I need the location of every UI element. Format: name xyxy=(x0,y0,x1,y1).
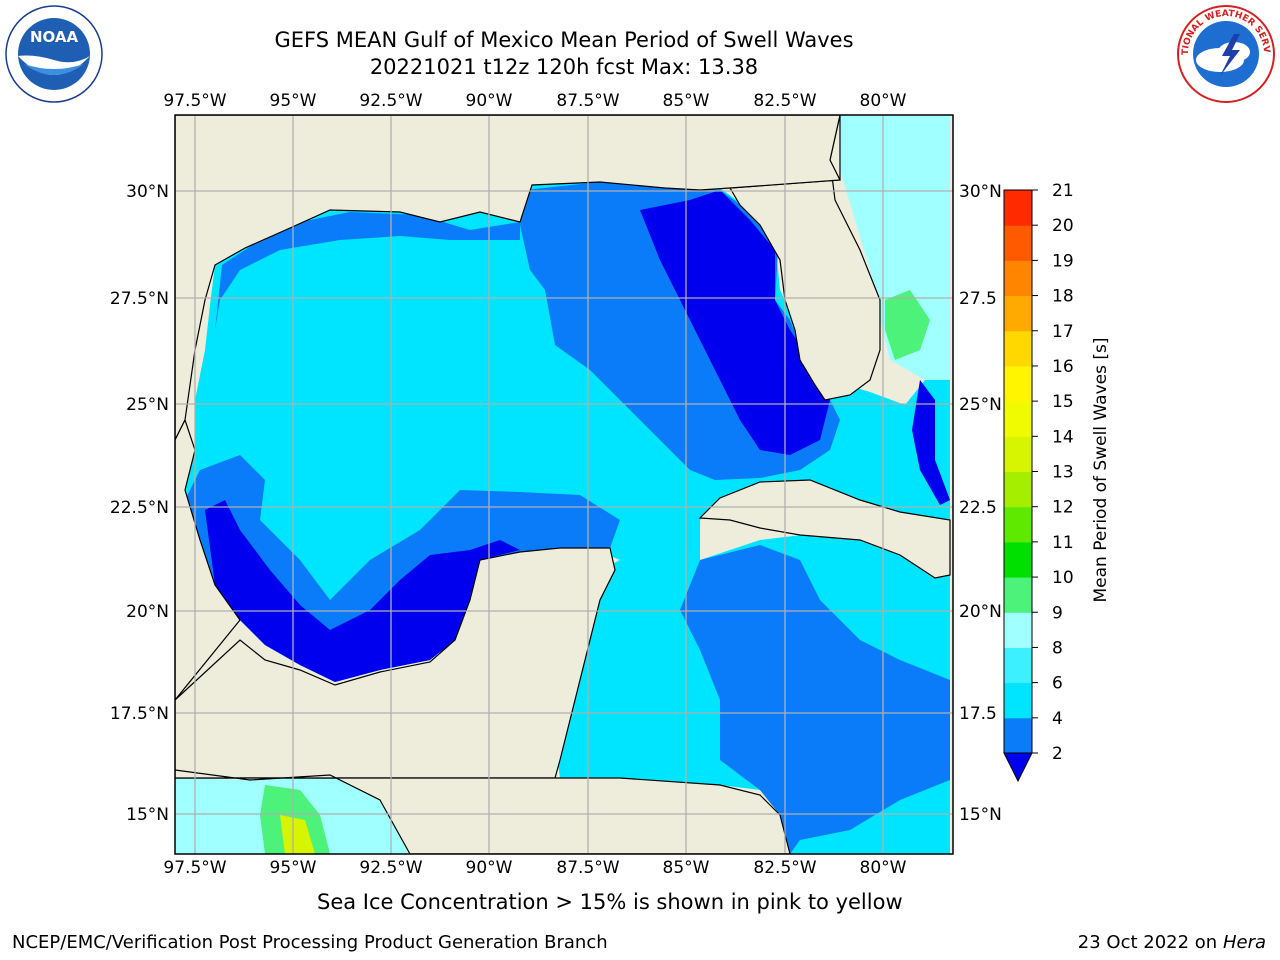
central-america-land xyxy=(175,769,791,854)
lat-label: 25°N xyxy=(126,395,169,415)
colorbar-segment xyxy=(1004,612,1032,648)
lat-labels-left: 30°N 27.5°N 25°N 22.5°N 20°N 17.5°N 15°N xyxy=(110,182,169,825)
colorbar-tick-label: 2 xyxy=(1052,744,1063,764)
colorbar-segment xyxy=(1004,225,1032,261)
colorbar-tick-label: 9 xyxy=(1052,603,1063,623)
atlantic-water-green xyxy=(885,290,930,360)
lon-label: 82.5°W xyxy=(753,91,816,111)
colorbar-segment xyxy=(1004,330,1032,367)
colorbar-segment xyxy=(1004,190,1032,226)
lat-label: 30°N xyxy=(959,182,1002,202)
nws-logo: NATIONAL WEATHER SERVICE xyxy=(1172,0,1276,104)
pacific-water-yellow xyxy=(280,815,315,854)
colorbar-tick-label: 18 xyxy=(1052,287,1074,307)
colorbar-tick-label: 11 xyxy=(1052,533,1074,553)
colorbar-segment xyxy=(1004,401,1032,437)
colorbar-segment xyxy=(1004,295,1032,332)
lat-label: 15°N xyxy=(959,805,1002,825)
lon-labels-top: 97.5°W 95°W 92.5°W 90°W 87.5°W 85°W 82.5… xyxy=(163,91,906,111)
lat-label: 20°N xyxy=(959,602,1002,622)
colorbar-segment xyxy=(1004,647,1032,684)
lon-label: 87.5°W xyxy=(556,91,619,111)
lon-label: 82.5°W xyxy=(753,858,816,878)
colorbar-tick-label: 10 xyxy=(1052,568,1074,588)
lon-label: 85°W xyxy=(663,858,710,878)
colorbar-extend-arrow xyxy=(1003,752,1033,783)
lon-label: 85°W xyxy=(663,91,710,111)
lat-label: 20°N xyxy=(126,602,169,622)
lon-label: 80°W xyxy=(860,858,907,878)
lon-label: 97.5°W xyxy=(163,91,226,111)
colorbar-tick-label: 14 xyxy=(1052,427,1074,447)
cuba-land xyxy=(698,479,951,579)
credit-text: NCEP/EMC/Verification Post Processing Pr… xyxy=(12,932,608,953)
lat-label: 25°N xyxy=(959,395,1002,415)
mexico-west-coast-land xyxy=(175,418,241,701)
colorbar-tick-label: 4 xyxy=(1052,709,1063,729)
colorbar: 2 4 6 8 9 10 11 12 13 14 15 16 17 18 19 20 21 xyxy=(1003,181,1074,783)
colorbar-tick-label: 17 xyxy=(1052,322,1074,342)
lon-labels-bottom: 97.5°W 95°W 92.5°W 90°W 87.5°W 85°W 82.5… xyxy=(163,858,906,878)
yucatan-land xyxy=(175,547,616,779)
gulf-water-darkblue-west xyxy=(205,500,520,682)
lon-label: 80°W xyxy=(860,91,907,111)
colorbar-segment xyxy=(1004,577,1032,613)
colorbar-tick-label: 15 xyxy=(1052,392,1074,412)
lon-label: 90°W xyxy=(466,91,513,111)
colorbar-label: Mean Period of Swell Waves [s] xyxy=(1091,338,1111,603)
lon-label: 92.5°W xyxy=(359,91,422,111)
map-subtitle: 20221021 t12z 120h fcst Max: 13.38 xyxy=(369,55,759,79)
date-text: 23 Oct 2022 on Hera xyxy=(1078,932,1266,953)
gulf-water-blue-north xyxy=(215,212,520,330)
colorbar-tick-label: 20 xyxy=(1052,216,1074,236)
lon-label: 92.5°W xyxy=(359,858,422,878)
colorbar-segment xyxy=(1004,471,1032,508)
colorbar-segment xyxy=(1004,365,1032,402)
colorbar-tick-label: 21 xyxy=(1052,181,1074,201)
colorbar-tick-label: 16 xyxy=(1052,357,1074,377)
lat-label: 27.5°N xyxy=(110,289,169,309)
lon-label: 90°W xyxy=(466,858,513,878)
lat-label: 27.5 xyxy=(959,289,997,309)
lat-label: 17.5°N xyxy=(110,704,169,724)
colorbar-segment xyxy=(1004,682,1032,719)
graticule xyxy=(175,115,953,854)
florida-keys-darkblue xyxy=(912,380,950,505)
colorbar-tick-label: 19 xyxy=(1052,251,1074,271)
lat-label: 15°N xyxy=(126,805,169,825)
sea-ice-note: Sea Ice Concentration > 15% is shown in … xyxy=(317,890,903,914)
lon-label: 95°W xyxy=(270,858,317,878)
gulf-water-darkblue-east xyxy=(640,190,830,455)
colorbar-segment xyxy=(1004,717,1032,754)
map-title: GEFS MEAN Gulf of Mexico Mean Period of … xyxy=(274,28,854,52)
lon-label: 95°W xyxy=(270,91,317,111)
colorbar-tick-label: 12 xyxy=(1052,498,1074,518)
noaa-logo: NOAA xyxy=(4,4,104,104)
map-area xyxy=(175,115,953,854)
date-host: Hera xyxy=(1222,932,1266,953)
colorbar-tick-label: 8 xyxy=(1052,638,1063,658)
svg-text:NOAA: NOAA xyxy=(30,28,79,46)
lat-label: 22.5 xyxy=(959,498,997,518)
lat-label: 22.5°N xyxy=(110,498,169,518)
colorbar-segment xyxy=(1004,436,1032,472)
date-prefix: 23 Oct 2022 on xyxy=(1077,932,1223,953)
colorbar-tick-label: 6 xyxy=(1052,674,1063,694)
lon-label: 87.5°W xyxy=(556,858,619,878)
colorbar-segment xyxy=(1004,506,1032,543)
lat-label: 30°N xyxy=(126,182,169,202)
lon-label: 97.5°W xyxy=(163,858,226,878)
colorbar-segment xyxy=(1004,541,1032,578)
colorbar-segment xyxy=(1004,260,1032,297)
colorbar-tick-label: 13 xyxy=(1052,463,1074,483)
map-frame xyxy=(174,114,954,855)
lat-label: 17.5 xyxy=(959,704,997,724)
lat-labels-right: 30°N 27.5 25°N 22.5 20°N 17.5 15°N xyxy=(959,182,1002,825)
